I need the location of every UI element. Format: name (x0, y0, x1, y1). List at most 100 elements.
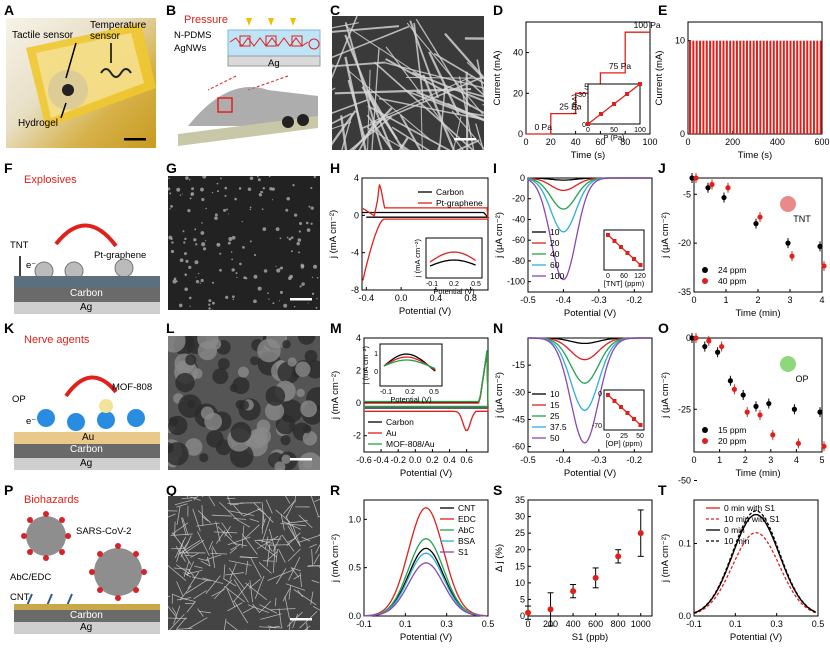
nanowire (476, 59, 484, 99)
nanotube (230, 503, 239, 506)
particle (279, 237, 282, 240)
legend-entry: 10 (550, 389, 560, 399)
panel-b-title: Pressure (184, 14, 229, 26)
particle (231, 295, 235, 299)
data-point (753, 403, 759, 409)
particle (227, 241, 231, 245)
y-tick-label: -20 (512, 194, 525, 204)
nanotube (257, 539, 273, 544)
nanowire (332, 110, 357, 146)
x-tick-label: 0.3 (440, 619, 453, 629)
nanotube (310, 591, 314, 605)
nanotube (194, 565, 203, 569)
y-axis-label: j (mA cm⁻²) (328, 210, 339, 259)
pore (185, 354, 197, 366)
nanotube (201, 505, 204, 527)
particle (311, 276, 314, 278)
dpv-curve-10 min with S1 (693, 531, 817, 615)
label-carbon: Carbon (70, 610, 103, 621)
pore (287, 357, 297, 367)
inset-x-tick: 50 (610, 127, 618, 134)
particle (285, 208, 289, 212)
particle (181, 193, 183, 195)
panel-b-schematic: Pressure N-PDMS AgNWs Ag (168, 14, 326, 150)
nanowire (406, 76, 484, 79)
nanotube (223, 564, 226, 578)
nanotube (266, 544, 271, 567)
nanotube (258, 561, 272, 574)
nanotube (285, 496, 291, 504)
inset-x-tick: 0.2 (449, 281, 459, 288)
inset-x-label: Potential (V) (433, 287, 475, 296)
legend-entry: 15 ppm (718, 425, 746, 435)
pore (178, 394, 202, 418)
nanowire (367, 69, 371, 150)
label-cnt: CNT (10, 592, 30, 603)
nanotube (197, 608, 204, 617)
y-tick-label: 0 (518, 129, 523, 139)
particle (169, 208, 171, 210)
particle (189, 305, 191, 307)
x-axis-label: Time (s) (738, 150, 772, 161)
nanotube (261, 516, 271, 543)
particle (188, 178, 191, 181)
particle (211, 301, 215, 305)
nanotube (185, 598, 196, 603)
particle (249, 240, 252, 243)
particle (306, 228, 311, 232)
nanotube (227, 536, 251, 546)
y-tick-label: 0.5 (348, 563, 361, 573)
chart-n-op-dpv: Potential (V) j (μA cm⁻²) -0.5 -0.4 -0.3 -0.2… (494, 337, 653, 479)
particle (313, 176, 316, 179)
particle (183, 241, 186, 244)
y-tick-label: 1.0 (348, 514, 361, 524)
y-tick-label: 4 (356, 333, 361, 343)
nanowire (420, 104, 423, 150)
pore (217, 358, 230, 371)
x-tick-label: 100 (642, 137, 657, 147)
particle (205, 207, 207, 210)
nanotube (168, 513, 176, 518)
nanotube (250, 558, 262, 579)
nanotube (221, 522, 233, 538)
data-point (570, 588, 577, 595)
nanowire (451, 110, 484, 150)
x-tick-label: 0.8 (464, 293, 477, 303)
particle (168, 235, 173, 240)
data-point (753, 221, 759, 227)
nanotube (205, 554, 222, 561)
current-pulse-bar (782, 40, 785, 134)
inset-x-tick: 0.5 (471, 281, 481, 288)
data-point (721, 194, 727, 201)
reaction-arrow (54, 223, 118, 248)
particle (253, 274, 258, 279)
particle (173, 277, 177, 281)
x-tick-label: 600 (588, 619, 603, 629)
legend-swatch (702, 278, 708, 284)
data-point (789, 253, 795, 259)
particle (272, 302, 275, 305)
particle (219, 177, 222, 180)
particle (238, 187, 242, 190)
nanotube (171, 607, 178, 616)
y-axis-label: j (μA cm⁻²) (660, 372, 671, 419)
inset-y-label: j (mA cm⁻²) (413, 238, 422, 278)
legend-entry: 37.5 (550, 422, 567, 432)
x-axis-label: Potential (V) (400, 632, 452, 643)
particle (184, 273, 187, 276)
dpv-curve-100 (527, 177, 651, 281)
nanotube (287, 548, 301, 562)
particle (227, 213, 229, 215)
inset-point (612, 102, 616, 106)
data-point (770, 432, 776, 438)
pore (295, 361, 311, 377)
pore (238, 399, 250, 411)
nanotube (260, 613, 282, 620)
particle (219, 252, 222, 255)
nanotube (259, 626, 283, 629)
y-tick-label: -2 (353, 431, 361, 441)
nanowire (373, 61, 475, 150)
x-tick-label: 0 (691, 295, 696, 305)
analyte-label: OP (795, 374, 808, 384)
panel-letter-T: T (658, 482, 667, 498)
